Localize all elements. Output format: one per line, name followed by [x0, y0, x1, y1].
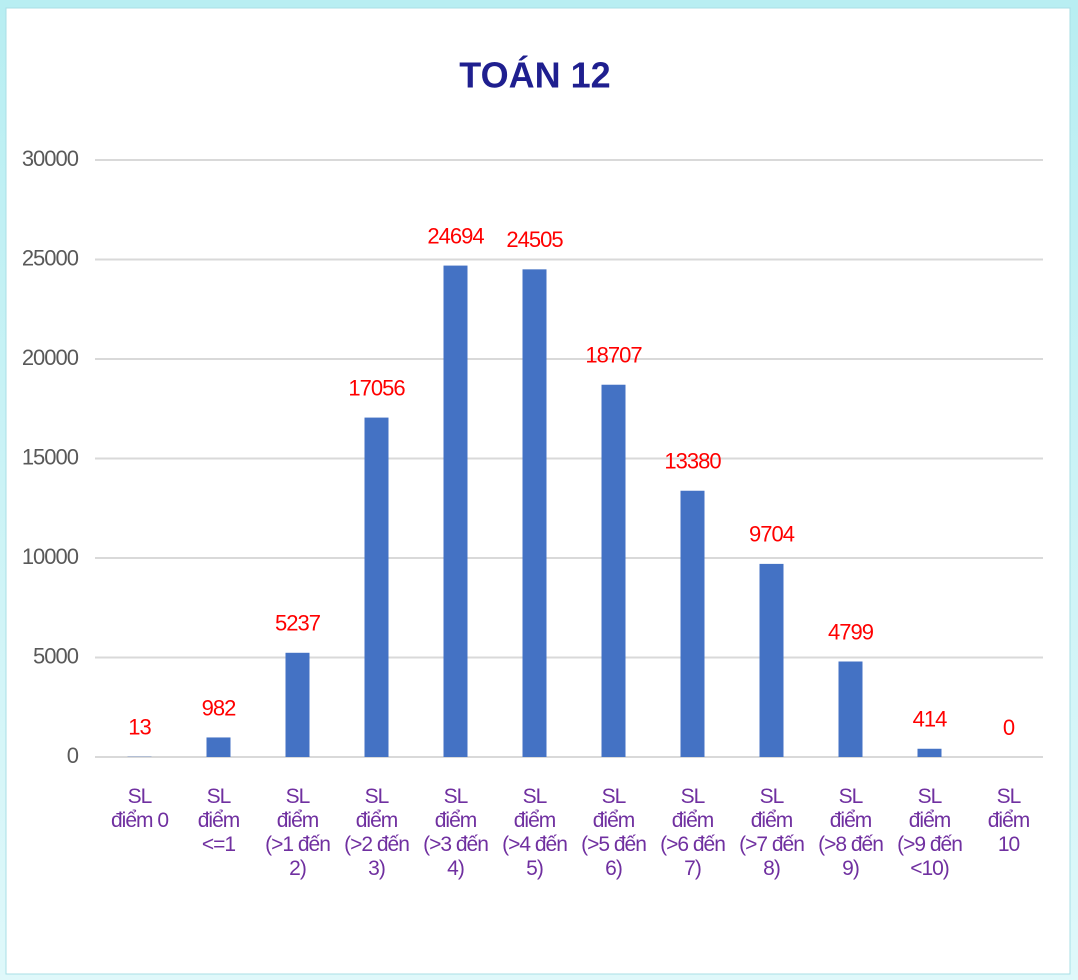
value-label: 24694 — [427, 223, 484, 248]
bar — [680, 490, 705, 757]
x-tick-label: SL điểm (>6 đến 7) — [660, 785, 726, 880]
y-tick-label: 15000 — [22, 444, 79, 469]
x-tick-label-box: SL điểm (>8 đến 9) — [818, 785, 884, 880]
x-tick-label: SL điểm 0 — [110, 785, 169, 832]
bar — [601, 384, 626, 757]
x-tick-label: SL điểm (>1 đến 2) — [265, 785, 331, 880]
value-label: 982 — [202, 695, 236, 720]
chart-title: TOÁN 12 — [459, 55, 610, 96]
x-tick-label-box: SL điểm (>1 đến 2) — [265, 785, 331, 880]
x-tick-label-box: SL điểm (>3 đến 4) — [423, 785, 489, 880]
x-tick-label-box: SL điểm <=1 — [197, 785, 241, 856]
bar — [285, 652, 310, 757]
y-tick-label: 25000 — [22, 245, 79, 270]
x-tick-label-box: SL điểm (>4 đến 5) — [502, 785, 568, 880]
y-tick-label: 20000 — [22, 345, 79, 370]
value-label: 5237 — [275, 611, 321, 636]
bar — [522, 269, 547, 757]
bar — [206, 737, 231, 757]
value-label: 9704 — [749, 522, 795, 547]
bar — [917, 748, 942, 757]
x-tick-label-box: SL điểm 0 — [110, 785, 169, 832]
y-tick-label: 5000 — [33, 643, 79, 668]
x-tick-label: SL điểm (>7 đến 8) — [739, 785, 805, 880]
value-label: 13 — [128, 715, 151, 740]
x-tick-label-box: SL điểm (>6 đến 7) — [660, 785, 726, 880]
bar — [759, 563, 784, 757]
x-tick-label: SL điểm (>2 đến 3) — [344, 785, 410, 880]
value-label: 17056 — [348, 375, 405, 400]
x-tick-label: SL điểm <=1 — [197, 785, 241, 856]
x-tick-label-box: SL điểm (>7 đến 8) — [739, 785, 805, 880]
x-tick-label-box: SL điểm (>2 đến 3) — [344, 785, 410, 880]
bar — [838, 661, 863, 757]
x-tick-label-box: SL điểm (>9 đến <10) — [897, 785, 963, 880]
bar — [364, 417, 389, 757]
x-tick-label: SL điểm (>5 đến 6) — [581, 785, 647, 880]
x-tick-label: SL điểm (>8 đến 9) — [818, 785, 884, 880]
value-label: 0 — [1003, 715, 1015, 740]
y-tick-label: 30000 — [22, 146, 79, 171]
bar — [443, 265, 468, 757]
value-label: 13380 — [664, 449, 721, 474]
y-tick-label: 0 — [67, 743, 79, 768]
value-label: 18707 — [585, 343, 642, 368]
value-label: 4799 — [828, 619, 874, 644]
x-tick-label-box: SL điểm 10 — [987, 785, 1031, 856]
x-tick-label: SL điểm (>9 đến <10) — [897, 785, 963, 880]
x-tick-label: SL điểm (>3 đến 4) — [423, 785, 489, 880]
value-label: 24505 — [506, 227, 563, 252]
x-tick-label: SL điểm (>4 đến 5) — [502, 785, 568, 880]
value-label: 414 — [913, 707, 947, 732]
x-tick-label: SL điểm 10 — [987, 785, 1031, 856]
y-tick-label: 10000 — [22, 544, 79, 569]
x-tick-label-box: SL điểm (>5 đến 6) — [581, 785, 647, 880]
